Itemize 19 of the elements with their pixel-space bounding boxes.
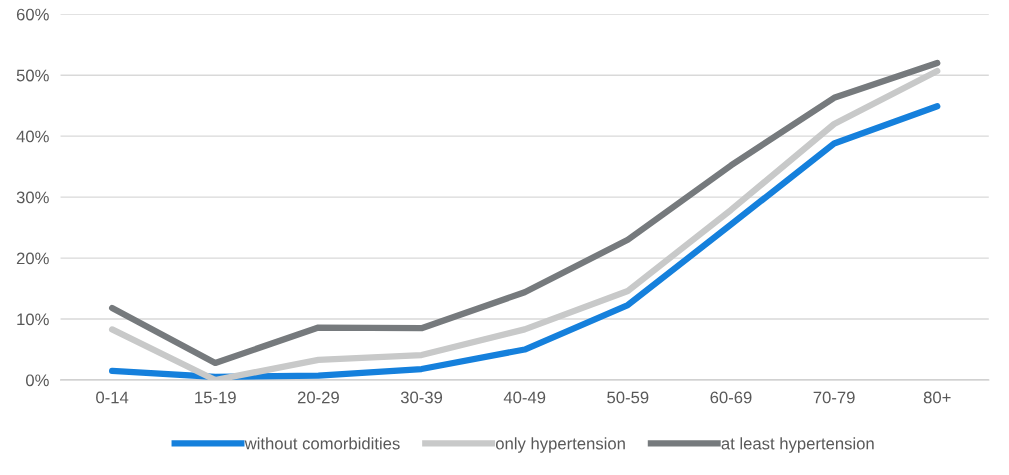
legend-label: at least hypertension [721, 437, 874, 453]
x-tick-label: 0-14 [96, 391, 129, 404]
x-tick-label: 40-49 [503, 391, 546, 404]
y-tick-label: 10% [17, 313, 49, 326]
x-tick-label: 30-39 [400, 391, 443, 404]
x-tick-label: 20-29 [297, 391, 339, 404]
y-tick-label: 30% [16, 191, 49, 204]
x-tick-label: 50-59 [607, 391, 649, 404]
x-tick-label: 60-69 [710, 391, 752, 404]
y-tick-label: 50% [16, 69, 49, 82]
x-tick-label: 80+ [923, 391, 951, 404]
y-tick-label: 20% [16, 252, 49, 265]
y-tick-label: 40% [16, 130, 49, 143]
legend-label: only hypertension [495, 437, 625, 453]
y-tick-label: 0% [25, 374, 49, 387]
legend-label: without comorbidities [244, 437, 400, 450]
x-tick-label: 15-19 [195, 391, 236, 404]
x-tick-label: 70-79 [813, 391, 855, 404]
y-tick-label: 60% [16, 8, 49, 21]
